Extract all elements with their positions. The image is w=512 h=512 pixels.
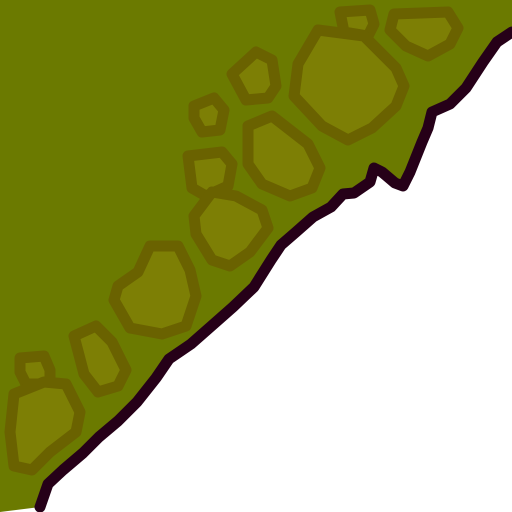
- rock: [182, 146, 238, 202]
- rocks: [4, 4, 464, 476]
- rock: [384, 6, 464, 62]
- cliff-edge: [34, 26, 512, 512]
- rock: [108, 240, 202, 340]
- rock: [226, 46, 282, 106]
- rock: [4, 376, 86, 476]
- rock: [188, 92, 230, 138]
- rock: [68, 320, 132, 398]
- rock: [288, 24, 410, 146]
- rock: [242, 110, 326, 202]
- rock: [188, 186, 274, 272]
